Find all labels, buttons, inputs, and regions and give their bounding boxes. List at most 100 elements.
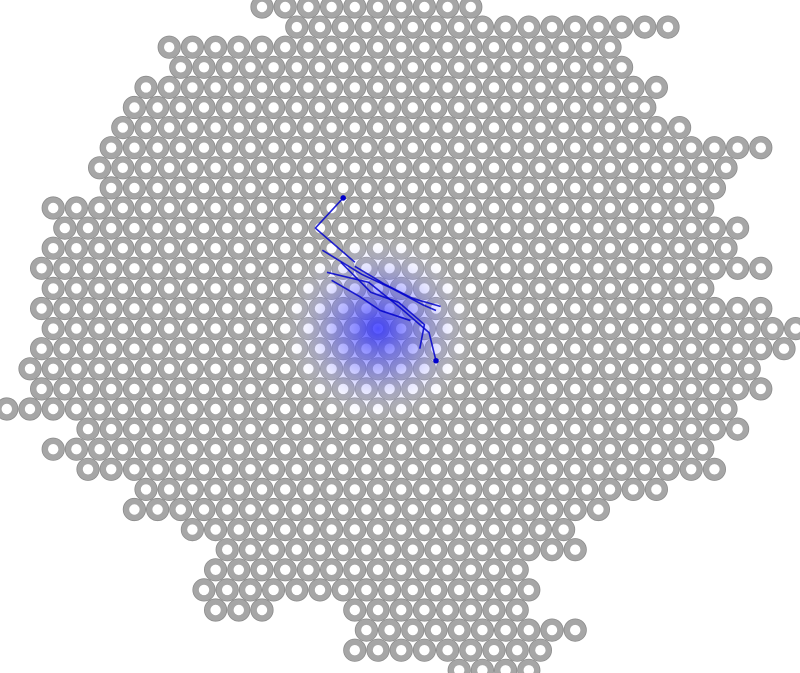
cell-hole [396,202,407,214]
lattice-cell [157,477,181,501]
lattice-cell [609,216,634,240]
cell-hole [233,524,244,535]
lattice-cell [656,296,680,321]
lattice-cell [401,538,425,562]
cell-hole [175,464,186,475]
cell-hole [523,423,534,435]
cell-hole [106,383,117,395]
walk-path [314,197,356,263]
cell-hole [384,584,395,596]
lattice-cell [725,216,750,240]
cell-hole [349,484,360,495]
cell-hole [222,544,233,555]
lattice-cell [88,316,112,341]
cell-hole [129,383,140,395]
cell-hole [326,1,337,13]
cell-hole [233,162,244,173]
lattice-cell [575,156,599,180]
lattice-cell [192,176,216,200]
lattice-cell [505,35,529,59]
lattice-cell [343,477,367,501]
lattice-cell [215,578,239,602]
lattice-cell [169,176,193,200]
lattice-cell [366,156,390,180]
cell-hole [709,303,720,314]
cell-hole [732,383,743,395]
lattice-cell [192,497,216,522]
lattice-cell [493,538,518,562]
lattice-cell [122,216,146,240]
cell-hole [82,464,94,475]
lattice-cell [621,316,645,341]
cell-hole [140,403,152,415]
cell-hole [535,403,546,415]
lattice-cell [459,196,483,220]
cell-hole [604,162,616,173]
lattice-cell [528,236,553,260]
cell-hole [140,444,152,455]
cell-hole [82,222,94,234]
lattice-cell [261,55,286,79]
cell-hole [674,202,685,214]
cell-hole [546,343,558,354]
cell-hole [106,464,117,475]
cell-hole [48,283,59,294]
cell-hole [303,42,314,53]
cell-hole [628,162,639,173]
lattice-cell [227,75,251,100]
cell-hole [628,243,639,254]
lattice-cell [575,477,599,501]
cell-hole [48,323,59,334]
cell-hole [465,1,476,13]
lattice-cell [122,256,146,280]
cell-hole [349,202,360,214]
lattice-cell [447,55,471,79]
lattice-cell [99,216,123,240]
lattice-cell [250,75,274,100]
lattice-cell [377,618,402,642]
lattice-cell [563,136,587,160]
lattice-cell [656,136,680,160]
cell-hole [256,323,268,334]
cell-hole [581,82,592,93]
lattice-cell [157,236,181,260]
cell-hole [570,624,581,636]
lattice-cell [285,15,309,39]
lattice-cell [714,236,738,260]
lattice-cell [482,397,506,421]
cell-hole [709,383,720,395]
cell-hole [187,484,198,495]
lattice-cell [366,598,390,622]
path-endpoint [340,195,347,201]
cell-hole [349,122,360,133]
cell-hole [744,323,755,334]
cell-hole [546,624,558,636]
cell-hole [477,464,488,475]
lattice-cell [482,477,506,501]
cell-hole [535,444,546,455]
cell-hole [500,423,511,435]
lattice-cell [563,618,587,642]
lattice-cell [146,296,170,321]
lattice-cell [238,497,262,522]
lattice-cell [134,116,158,140]
lattice-cell [192,256,216,280]
lattice-cell [134,276,158,300]
lattice-cell [308,417,332,441]
lattice-cell [598,316,622,341]
lattice-cell [656,337,680,361]
cell-hole [233,243,244,254]
lattice-cell [366,517,390,542]
lattice-cell [122,337,146,361]
cell-hole [651,363,662,374]
lattice-cell [459,75,483,100]
lattice-cell [459,236,483,260]
lattice-cell [482,357,506,381]
lattice-cell [609,296,634,321]
cell-hole [512,82,523,93]
lattice-cell [447,95,471,120]
cell-hole [314,62,326,73]
cell-hole [488,604,500,616]
lattice-cell [540,136,564,160]
lattice-cell [285,538,309,562]
